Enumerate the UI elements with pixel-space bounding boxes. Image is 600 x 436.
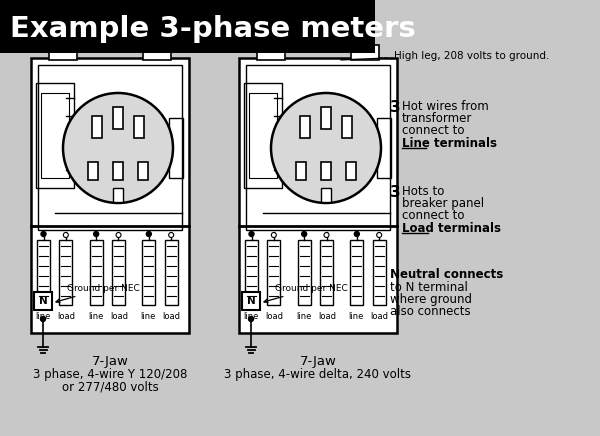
Circle shape xyxy=(169,232,173,238)
Circle shape xyxy=(41,232,46,236)
Text: line: line xyxy=(296,312,311,321)
Bar xyxy=(164,240,178,305)
Text: where ground: where ground xyxy=(390,293,472,306)
Text: line: line xyxy=(349,312,364,321)
Text: N: N xyxy=(38,296,47,306)
Bar xyxy=(351,45,379,60)
Text: Hots to: Hots to xyxy=(402,185,445,198)
Bar xyxy=(89,240,103,305)
Bar xyxy=(373,240,386,305)
Text: High leg, 208 volts to ground.: High leg, 208 volts to ground. xyxy=(394,51,550,61)
Bar xyxy=(242,292,260,310)
Text: also connects: also connects xyxy=(390,305,470,318)
Circle shape xyxy=(41,317,46,321)
Bar xyxy=(31,58,189,333)
Bar xyxy=(239,58,397,333)
Text: load: load xyxy=(371,312,389,321)
Bar xyxy=(245,240,258,305)
Text: or 277/480 volts: or 277/480 volts xyxy=(62,380,158,393)
Text: load: load xyxy=(318,312,336,321)
Circle shape xyxy=(249,232,254,236)
Circle shape xyxy=(271,93,381,203)
Bar xyxy=(268,240,280,305)
Bar xyxy=(169,118,183,178)
Bar xyxy=(342,116,352,138)
Circle shape xyxy=(355,232,359,236)
Text: load: load xyxy=(110,312,128,321)
Bar xyxy=(142,240,155,305)
Bar xyxy=(321,188,331,202)
Bar xyxy=(36,83,74,188)
Text: breaker panel: breaker panel xyxy=(402,197,484,210)
Circle shape xyxy=(146,232,151,236)
Text: line: line xyxy=(35,312,50,321)
Text: line: line xyxy=(88,312,103,321)
Circle shape xyxy=(271,232,277,238)
Text: load: load xyxy=(58,312,76,321)
Bar xyxy=(112,240,125,305)
Text: Hot wires from: Hot wires from xyxy=(402,100,489,113)
Bar xyxy=(346,162,356,180)
Text: Example 3-phase meters: Example 3-phase meters xyxy=(10,15,416,43)
Bar xyxy=(134,116,144,138)
Bar xyxy=(138,162,148,180)
Bar xyxy=(37,240,50,305)
Bar xyxy=(59,240,73,305)
Text: 3 phase, 4-wire Y 120/208: 3 phase, 4-wire Y 120/208 xyxy=(33,368,187,381)
Text: 3: 3 xyxy=(390,185,401,200)
Text: Neutral connects: Neutral connects xyxy=(390,268,503,281)
Bar xyxy=(92,116,102,138)
Text: N: N xyxy=(247,296,256,306)
Text: connect to: connect to xyxy=(402,209,464,222)
Text: line: line xyxy=(244,312,259,321)
Text: Load terminals: Load terminals xyxy=(402,222,501,235)
Bar xyxy=(350,240,364,305)
Text: Ground per NEC: Ground per NEC xyxy=(264,284,348,303)
Bar xyxy=(113,188,123,202)
Text: connect to: connect to xyxy=(402,124,464,137)
Bar xyxy=(320,240,333,305)
Bar xyxy=(377,118,391,178)
Circle shape xyxy=(248,317,254,321)
Bar xyxy=(113,162,123,180)
Bar xyxy=(298,240,311,305)
Text: 7-Jaw: 7-Jaw xyxy=(299,355,337,368)
Bar xyxy=(143,45,171,60)
Text: transformer: transformer xyxy=(402,112,472,125)
Bar xyxy=(249,93,277,178)
Circle shape xyxy=(324,232,329,238)
Text: 3 phase, 4-wire delta, 240 volts: 3 phase, 4-wire delta, 240 volts xyxy=(224,368,412,381)
Bar xyxy=(244,83,282,188)
Bar xyxy=(321,162,331,180)
Circle shape xyxy=(116,232,121,238)
Bar xyxy=(88,162,98,180)
Bar xyxy=(113,107,123,129)
Bar xyxy=(321,107,331,129)
Text: load: load xyxy=(265,312,283,321)
Circle shape xyxy=(63,93,173,203)
Bar xyxy=(257,45,285,60)
Text: 3: 3 xyxy=(390,100,401,115)
Circle shape xyxy=(94,232,98,236)
Text: line: line xyxy=(140,312,156,321)
Circle shape xyxy=(377,232,382,238)
Text: Ground per NEC: Ground per NEC xyxy=(56,284,140,303)
Bar xyxy=(38,65,182,230)
Text: Line terminals: Line terminals xyxy=(402,137,497,150)
Text: 7-Jaw: 7-Jaw xyxy=(92,355,128,368)
Bar xyxy=(0,0,375,53)
Bar xyxy=(300,116,310,138)
Bar xyxy=(41,93,69,178)
Bar xyxy=(49,45,77,60)
Circle shape xyxy=(64,232,68,238)
Bar xyxy=(246,65,390,230)
Circle shape xyxy=(302,232,307,236)
Bar xyxy=(296,162,306,180)
Bar xyxy=(34,292,52,310)
Text: load: load xyxy=(163,312,181,321)
Text: to N terminal: to N terminal xyxy=(390,281,468,294)
